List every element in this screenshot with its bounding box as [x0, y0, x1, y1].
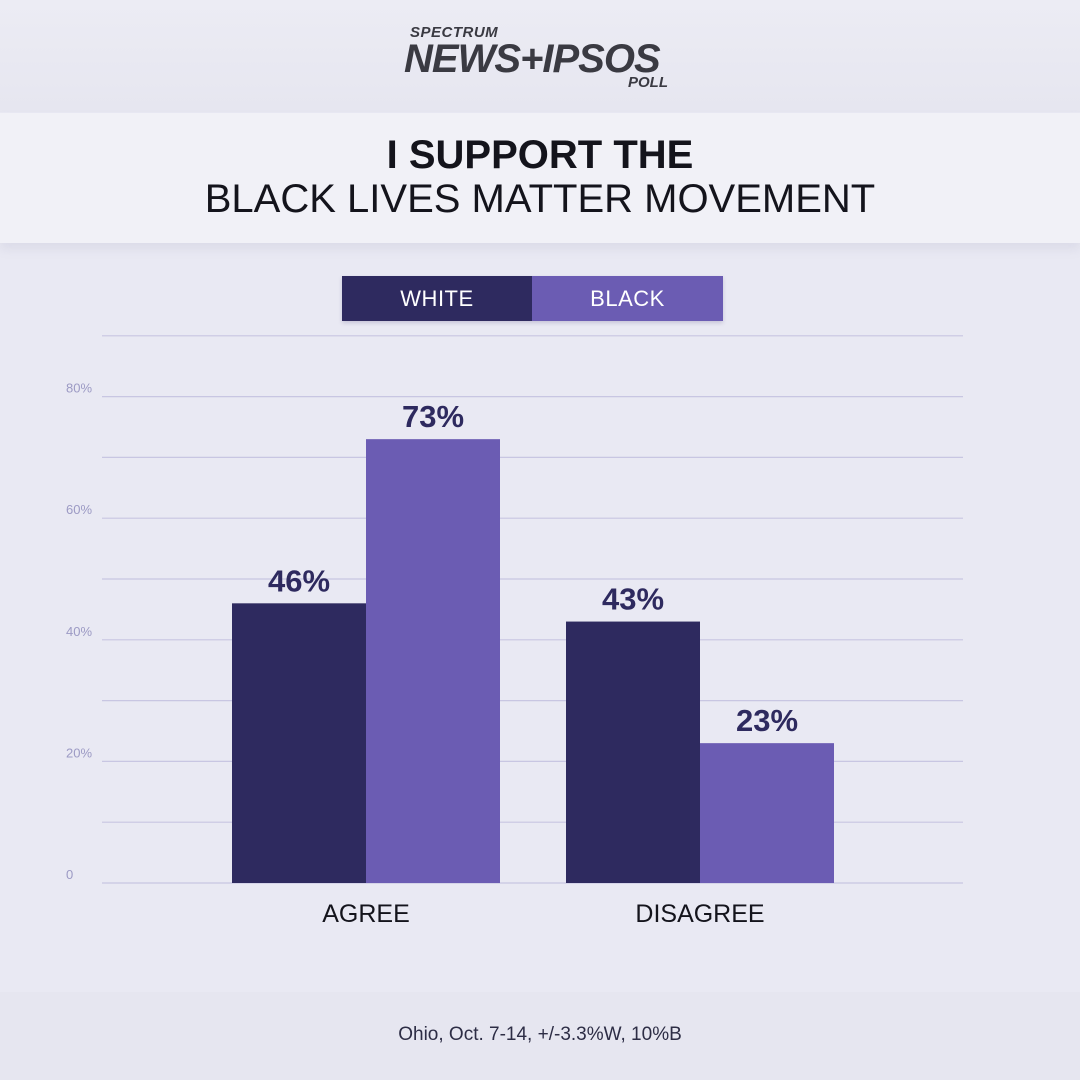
legend: WHITE BLACK [342, 276, 723, 321]
legend-item-black: BLACK [532, 276, 723, 321]
chart-title-line1: I SUPPORT THE [386, 133, 694, 177]
bar-black-agree [366, 439, 500, 883]
bar-white-agree [232, 603, 366, 883]
logo-spectrum-text: SPECTRUM [410, 24, 499, 41]
spectrum-news-ipsos-logo: SPECTRUM NEWS+IPSOS POLL [0, 22, 1080, 92]
logo-news-ipsos-text: NEWS+IPSOS [404, 37, 661, 81]
bar-black-disagree [700, 743, 834, 883]
y-tick-label: 40% [66, 624, 92, 639]
y-tick-label: 0 [66, 867, 73, 882]
logo-poll-text: POLL [628, 74, 668, 91]
x-category-label: AGREE [322, 900, 410, 928]
data-label: 43% [602, 582, 664, 617]
title-band: I SUPPORT THE BLACK LIVES MATTER MOVEMEN… [0, 113, 1080, 243]
footer-band [0, 992, 1080, 1080]
data-label: 73% [402, 399, 464, 434]
chart-title-line2: BLACK LIVES MATTER MOVEMENT [204, 177, 876, 221]
data-label: 23% [736, 703, 798, 738]
y-tick-label: 60% [66, 502, 92, 517]
data-label: 46% [268, 563, 330, 598]
bar-white-disagree [566, 621, 700, 883]
header: SPECTRUM NEWS+IPSOS POLL [0, 0, 1080, 112]
legend-item-white: WHITE [342, 276, 532, 321]
y-tick-label: 20% [66, 745, 92, 760]
x-category-label: DISAGREE [635, 900, 764, 928]
source-note: Ohio, Oct. 7-14, +/-3.3%W, 10%B [398, 1024, 682, 1045]
y-tick-label: 80% [66, 381, 92, 396]
